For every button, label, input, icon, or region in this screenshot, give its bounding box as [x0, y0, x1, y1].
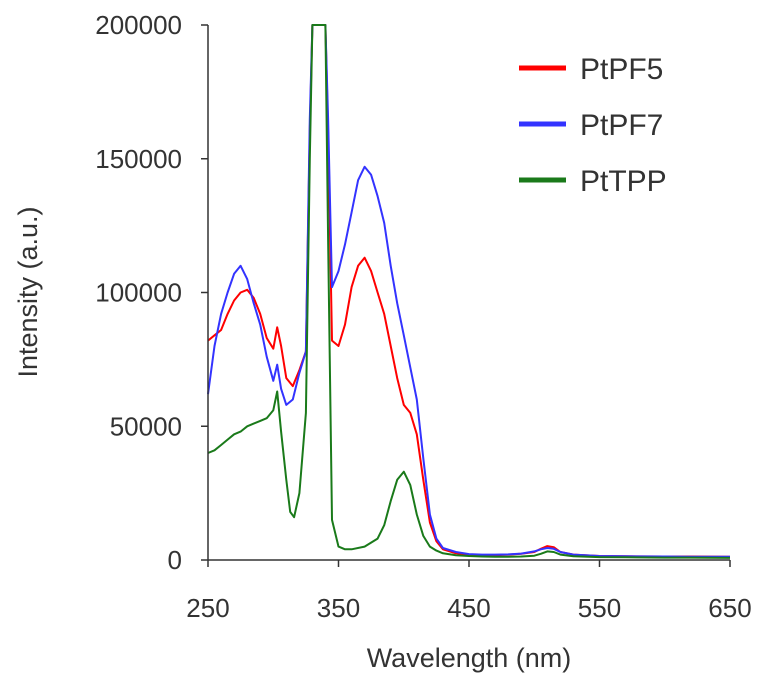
series-line-pttpp — [207, 24, 731, 559]
y-tick-label: 0 — [168, 545, 182, 575]
legend-label-pttpp: PtTPP — [580, 165, 667, 198]
x-tick-label: 550 — [578, 593, 621, 623]
legend-label-ptpf5: PtPF5 — [580, 53, 663, 86]
x-axis-title: Wavelength (nm) — [367, 643, 572, 673]
y-tick-label: 50000 — [110, 411, 182, 441]
y-tick-label: 100000 — [95, 278, 182, 308]
x-axis-ticks: 250 350 450 550 650 — [186, 560, 752, 623]
series-line-ptpf7 — [207, 24, 730, 558]
x-tick-label: 250 — [186, 593, 229, 623]
x-tick-label: 350 — [317, 593, 360, 623]
y-tick-label: 150000 — [95, 144, 182, 174]
series-lines — [207, 24, 731, 559]
x-tick-label: 450 — [447, 593, 490, 623]
legend-label-ptpf7: PtPF7 — [580, 109, 663, 142]
y-axis-title: Intensity (a.u.) — [13, 206, 43, 377]
y-axis-ticks: 0 50000 100000 150000 200000 — [95, 10, 208, 575]
legend: PtPF5 PtPF7 PtTPP — [519, 53, 667, 198]
x-tick-label: 650 — [708, 593, 751, 623]
y-tick-label: 200000 — [95, 10, 182, 40]
